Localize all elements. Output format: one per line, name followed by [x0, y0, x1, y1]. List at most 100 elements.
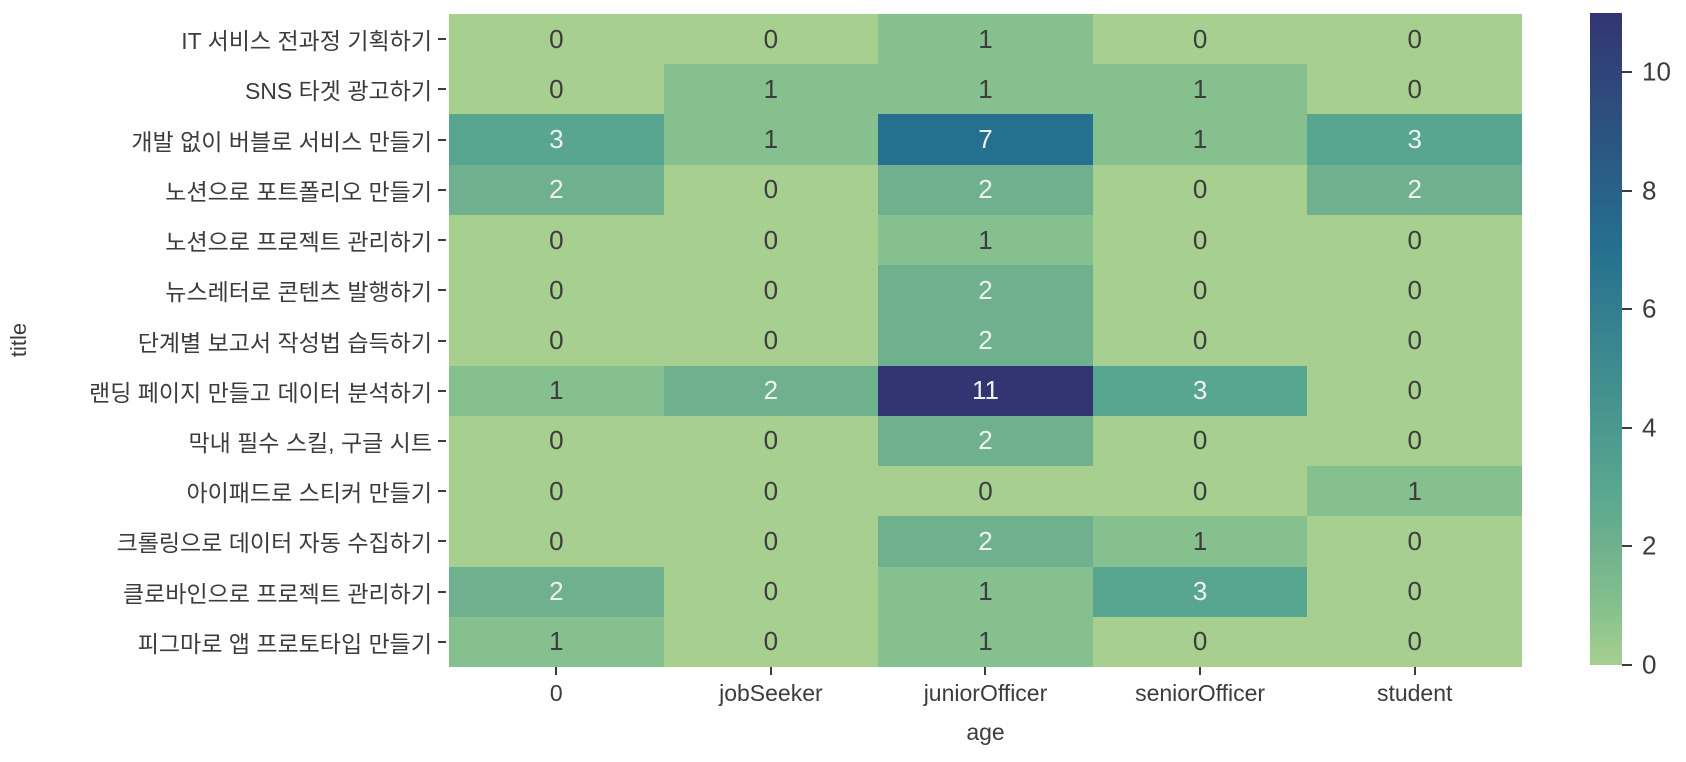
- heatmap-cell-value: 0: [1192, 274, 1208, 305]
- y-tick-label: 아이패드로 스티커 만들기: [186, 480, 432, 507]
- heatmap-cell: 0: [1307, 365, 1522, 416]
- colorbar-tick-mark: [1622, 308, 1632, 311]
- heatmap-cell-value: 0: [763, 224, 779, 255]
- heatmap-cell-value: 0: [1407, 576, 1422, 607]
- heatmap-cell: 0: [1092, 14, 1308, 65]
- heatmap-cell: 0: [1307, 315, 1522, 366]
- heatmap-cell-value: 1: [978, 626, 993, 657]
- heatmap-cell: 0: [1092, 315, 1308, 366]
- heatmap-cell-value: 2: [549, 174, 564, 205]
- heatmap-cell: 2: [878, 164, 1093, 215]
- heatmap-cell-value: 0: [1407, 626, 1422, 657]
- tick-mark: [438, 389, 446, 392]
- heatmap-cell: 2: [878, 265, 1093, 316]
- heatmap-cell: 2: [1307, 164, 1522, 215]
- heatmap-cell-value: 0: [763, 324, 779, 355]
- colorbar-tick-label: 8: [1642, 175, 1657, 206]
- x-tick: seniorOfficer: [1093, 667, 1308, 713]
- heatmap-cell-value: 0: [1192, 324, 1208, 355]
- y-axis-tick-labels: IT 서비스 전과정 기획하기 SNS 타겟 광고하기 개발 없이 버블로 서비스 …: [0, 14, 446, 667]
- heatmap-cell: 11: [878, 365, 1093, 416]
- heatmap-cell: 0: [663, 214, 879, 266]
- heatmap-cell-value: 0: [1192, 475, 1208, 506]
- heatmap-cell: 0: [449, 415, 664, 467]
- heatmap-cell: 0: [663, 516, 879, 567]
- heatmap-cell: 1: [878, 566, 1093, 617]
- heatmap-cell-value: 0: [549, 23, 564, 54]
- y-tick-label: 막내 필수 스킬, 구글 시트: [188, 429, 432, 456]
- heatmap-cell-value: 0: [763, 626, 779, 657]
- heatmap-cell-value: 1: [549, 375, 564, 406]
- heatmap-cell-value: 2: [549, 576, 564, 607]
- tick-mark: [438, 239, 446, 242]
- heatmap-cell-value: 0: [763, 475, 779, 506]
- heatmap-cell-value: 0: [549, 475, 564, 506]
- heatmap-cell: 2: [878, 315, 1093, 366]
- heatmap-cell-value: 0: [763, 525, 779, 556]
- heatmap-cell-value: 1: [1192, 73, 1208, 104]
- heatmap-cell-value: 0: [549, 274, 564, 305]
- y-tick-label: 개발 없이 버블로 서비스 만들기: [131, 128, 432, 155]
- colorbar-tick-label: 6: [1642, 293, 1657, 324]
- heatmap-cell: 1: [878, 64, 1093, 115]
- colorbar-tick-label: 4: [1642, 412, 1657, 443]
- heatmap-cell: 0: [663, 14, 879, 65]
- heatmap-cell: 0: [1092, 214, 1308, 266]
- colorbar-tick-mark: [1622, 545, 1632, 548]
- y-tick-label: 노션으로 프로젝트 관리하기: [165, 229, 432, 256]
- heatmap-cell: 0: [449, 14, 664, 65]
- heatmap-cell: 1: [1092, 516, 1308, 567]
- heatmap-cell: 2: [878, 516, 1093, 567]
- heatmap-cell-value: 0: [763, 23, 779, 54]
- x-tick: jobSeeker: [664, 667, 879, 713]
- heatmap-cell-value: 1: [1192, 525, 1208, 556]
- tick-mark: [438, 640, 446, 643]
- heatmap-cell-value: 0: [1407, 425, 1422, 456]
- heatmap-cell-value: 1: [978, 224, 993, 255]
- heatmap-cell-value: 1: [1407, 475, 1422, 506]
- heatmap-cell: 0: [449, 64, 664, 115]
- heatmap-cell: 0: [663, 466, 879, 517]
- colorbar-tick-mark: [1622, 189, 1632, 192]
- heatmap-cell: 1: [878, 214, 1093, 266]
- heatmap-cell-value: 3: [1192, 576, 1208, 607]
- heatmap-cell: 0: [663, 566, 879, 617]
- heatmap-cell-value: 2: [978, 174, 993, 205]
- tick-mark: [438, 88, 446, 91]
- heatmap-cell-value: 0: [1407, 23, 1422, 54]
- heatmap-cell: 0: [1092, 466, 1308, 517]
- tick-mark: [1413, 667, 1416, 675]
- heatmap-cell-value: 0: [549, 224, 564, 255]
- heatmap-cell: 1: [663, 114, 879, 165]
- heatmap-cell: 0: [1092, 265, 1308, 316]
- heatmap-cell-value: 1: [1192, 124, 1208, 155]
- heatmap-cell: 0: [663, 164, 879, 215]
- y-tick: 막내 필수 스킬, 구글 시트: [0, 416, 446, 466]
- x-tick-label: jobSeeker: [719, 680, 823, 706]
- y-tick-label: SNS 타겟 광고하기: [244, 78, 432, 105]
- heatmap-cell-value: 0: [1192, 23, 1208, 54]
- heatmap-cell: 1: [449, 365, 664, 416]
- heatmap-cell: 3: [1092, 365, 1308, 416]
- y-tick-label: 피그마로 앱 프로토타입 만들기: [137, 630, 432, 657]
- heatmap-cell: 0: [1307, 566, 1522, 617]
- heatmap-cell-value: 2: [978, 274, 993, 305]
- heatmap-cell: 1: [663, 64, 879, 115]
- heatmap-cell-value: 11: [971, 375, 999, 406]
- heatmap-cell-value: 0: [1192, 626, 1208, 657]
- tick-mark: [438, 38, 446, 41]
- y-tick: 노션으로 포트폴리오 만들기: [0, 165, 446, 215]
- tick-mark: [438, 540, 446, 543]
- heatmap-cell: 1: [1307, 466, 1522, 517]
- heatmap-cell: 3: [449, 114, 664, 165]
- heatmap-cell-value: 2: [763, 375, 779, 406]
- colorbar-tick-label: 0: [1642, 649, 1657, 680]
- heatmap-cell-value: 1: [549, 626, 564, 657]
- heatmap-cell-value: 1: [978, 576, 993, 607]
- heatmap-cell: 0: [1307, 14, 1522, 65]
- heatmap-cell: 0: [1307, 516, 1522, 567]
- y-tick: 크롤링으로 데이터 자동 수집하기: [0, 516, 446, 566]
- heatmap-cell: 0: [1307, 616, 1522, 667]
- x-tick-label: 0: [549, 680, 563, 706]
